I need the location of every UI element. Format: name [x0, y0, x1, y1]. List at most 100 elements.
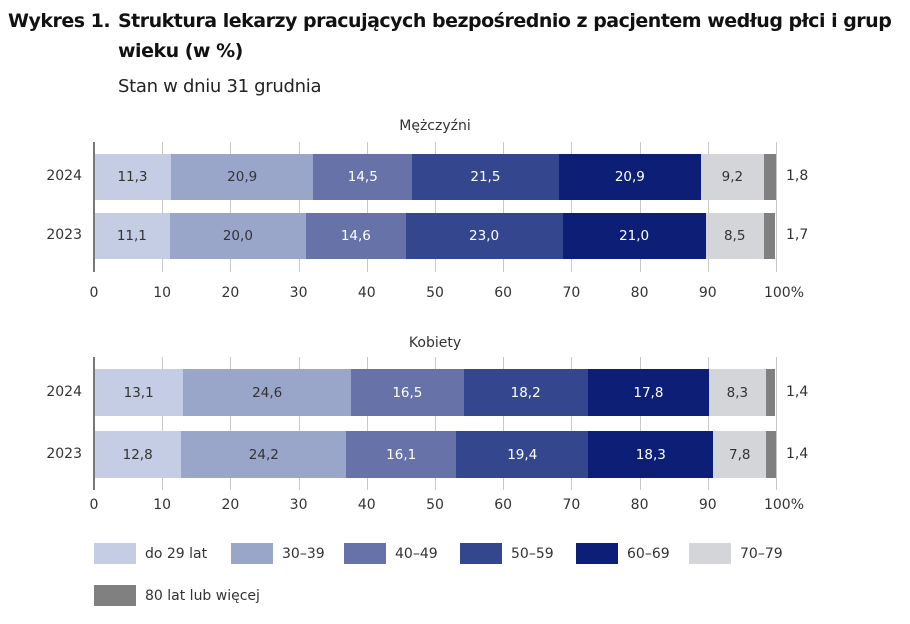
x-tick-label: 100%: [763, 285, 805, 301]
bar-segment-do-29: 11,1: [94, 213, 170, 259]
label-80-plus: 1,4: [786, 445, 809, 462]
bar-segment-40-49: 16,1: [346, 431, 457, 478]
stacked-bar-2024: 13,1 24,6 16,5 18,2 17,8 8,3: [94, 369, 776, 416]
panel-title: Mężczyźni: [399, 118, 471, 134]
bar-segment-50-59: 18,2: [463, 369, 588, 416]
legend-item: 50–59: [460, 543, 554, 564]
legend-item: 70–79: [689, 543, 783, 564]
x-tick-label: 100%: [763, 497, 805, 513]
x-tick-label: 20: [221, 285, 240, 301]
x-tick-label: 70: [562, 285, 581, 301]
legend-item: 30–39: [231, 543, 325, 564]
year-label: 2024: [46, 168, 82, 184]
y-axis-line: [93, 357, 95, 490]
gridline: [366, 357, 368, 490]
label-80-plus: 1,7: [786, 227, 809, 243]
chart-title-line1: Struktura lekarzy pracujących bezpośredn…: [118, 10, 892, 32]
bar-segment-70-79: 8,3: [709, 369, 766, 416]
x-tick-label: 60: [494, 497, 513, 513]
legend-item: 40–49: [344, 543, 438, 564]
bar-segment-80-plus: [765, 369, 776, 416]
legend-label: 60–69: [627, 545, 670, 562]
bar-segment-60-69: 20,9: [558, 154, 702, 200]
legend-item: 80 lat lub więcej: [94, 585, 260, 606]
bar-segment-80-plus: [763, 213, 776, 259]
legend-label: 50–59: [511, 545, 554, 562]
chart-title-number: Wykres 1.: [8, 10, 111, 32]
legend-label: 70–79: [740, 545, 783, 562]
bar-segment-50-59: 21,5: [412, 154, 559, 200]
bar-segment-60-69: 18,3: [588, 431, 714, 478]
gridline: [435, 142, 436, 272]
bar-segment-do-29: 11,3: [94, 154, 171, 200]
gridline: [230, 142, 232, 272]
gridline: [503, 142, 505, 272]
legend-item: 60–69: [576, 543, 670, 564]
gridline: [366, 142, 368, 272]
gridline: [571, 357, 573, 490]
x-tick-label: 10: [153, 285, 172, 301]
x-tick-label: 20: [221, 497, 240, 513]
legend-swatch: [94, 543, 136, 564]
bar-segment-30-39: 20,9: [170, 154, 314, 200]
x-tick-label: 0: [89, 285, 99, 301]
gridline: [639, 142, 641, 272]
chart-subtitle: Stan w dniu 31 grudnia: [118, 76, 322, 97]
x-tick-label: 10: [153, 497, 172, 513]
x-tick-label: 90: [698, 285, 717, 301]
bar-segment-70-79: 7,8: [713, 431, 767, 478]
stacked-bar-2024: 11,3 20,9 14,5 21,5 20,9 9,2: [94, 154, 776, 200]
label-80-plus: 1,8: [786, 168, 809, 184]
gridline: [571, 142, 573, 272]
gridline: [162, 142, 164, 272]
gridline: [503, 357, 505, 490]
year-label: 2023: [46, 445, 82, 462]
x-tick-label: 60: [494, 285, 513, 301]
gridline: [707, 357, 709, 490]
legend-label: 40–49: [395, 545, 438, 562]
bar-segment-50-59: 23,0: [405, 213, 563, 259]
gridline: [707, 142, 709, 272]
bar-segment-30-39: 24,2: [181, 431, 347, 478]
gridline: [298, 142, 300, 272]
x-tick-label: 40: [357, 497, 376, 513]
legend-swatch: [576, 543, 618, 564]
bar-segment-40-49: 14,5: [313, 154, 413, 200]
gridline: [162, 357, 164, 490]
x-tick-label: 80: [630, 285, 649, 301]
bar-segment-40-49: 16,5: [351, 369, 464, 416]
bar-segment-80-plus: [766, 431, 776, 478]
bar-segment-50-59: 19,4: [456, 431, 589, 478]
bar-segment-60-69: 21,0: [562, 213, 706, 259]
legend-swatch: [94, 585, 136, 606]
x-tick-label: 80: [630, 497, 649, 513]
legend-swatch: [344, 543, 386, 564]
bar-segment-40-49: 14,6: [306, 213, 406, 259]
gridline: [776, 142, 777, 272]
gridline: [776, 357, 777, 490]
bar-segment-30-39: 20,0: [169, 213, 307, 259]
x-tick-label: 50: [426, 285, 444, 301]
stacked-bar-2023: 12,8 24,2 16,1 19,4 18,3 7,8: [94, 431, 776, 478]
year-label: 2024: [46, 383, 82, 400]
legend-swatch: [689, 543, 731, 564]
gridline: [298, 357, 300, 490]
x-tick-label: 30: [289, 285, 308, 301]
gridline: [230, 357, 232, 490]
x-tick-label: 70: [562, 497, 581, 513]
label-80-plus: 1,4: [786, 383, 809, 400]
x-tick-label: 0: [89, 497, 99, 513]
bar-segment-70-79: 9,2: [701, 154, 764, 200]
legend-label: do 29 lat: [145, 545, 208, 562]
legend-label: 80 lat lub więcej: [145, 587, 260, 604]
year-label: 2023: [46, 227, 82, 243]
bar-segment-70-79: 8,5: [705, 213, 764, 259]
plot-area: 13,1 24,6 16,5 18,2 17,8 8,3 12,8 24,2 16,1 19,4 1…: [93, 357, 777, 490]
x-tick-label: 30: [289, 497, 308, 513]
gridline: [639, 357, 641, 490]
x-tick-label: 40: [357, 285, 376, 301]
bar-segment-do-29: 12,8: [94, 431, 182, 478]
panel-title: Kobiety: [408, 335, 462, 351]
bar-segment-do-29: 13,1: [94, 369, 184, 416]
bar-segment-60-69: 17,8: [587, 369, 710, 416]
